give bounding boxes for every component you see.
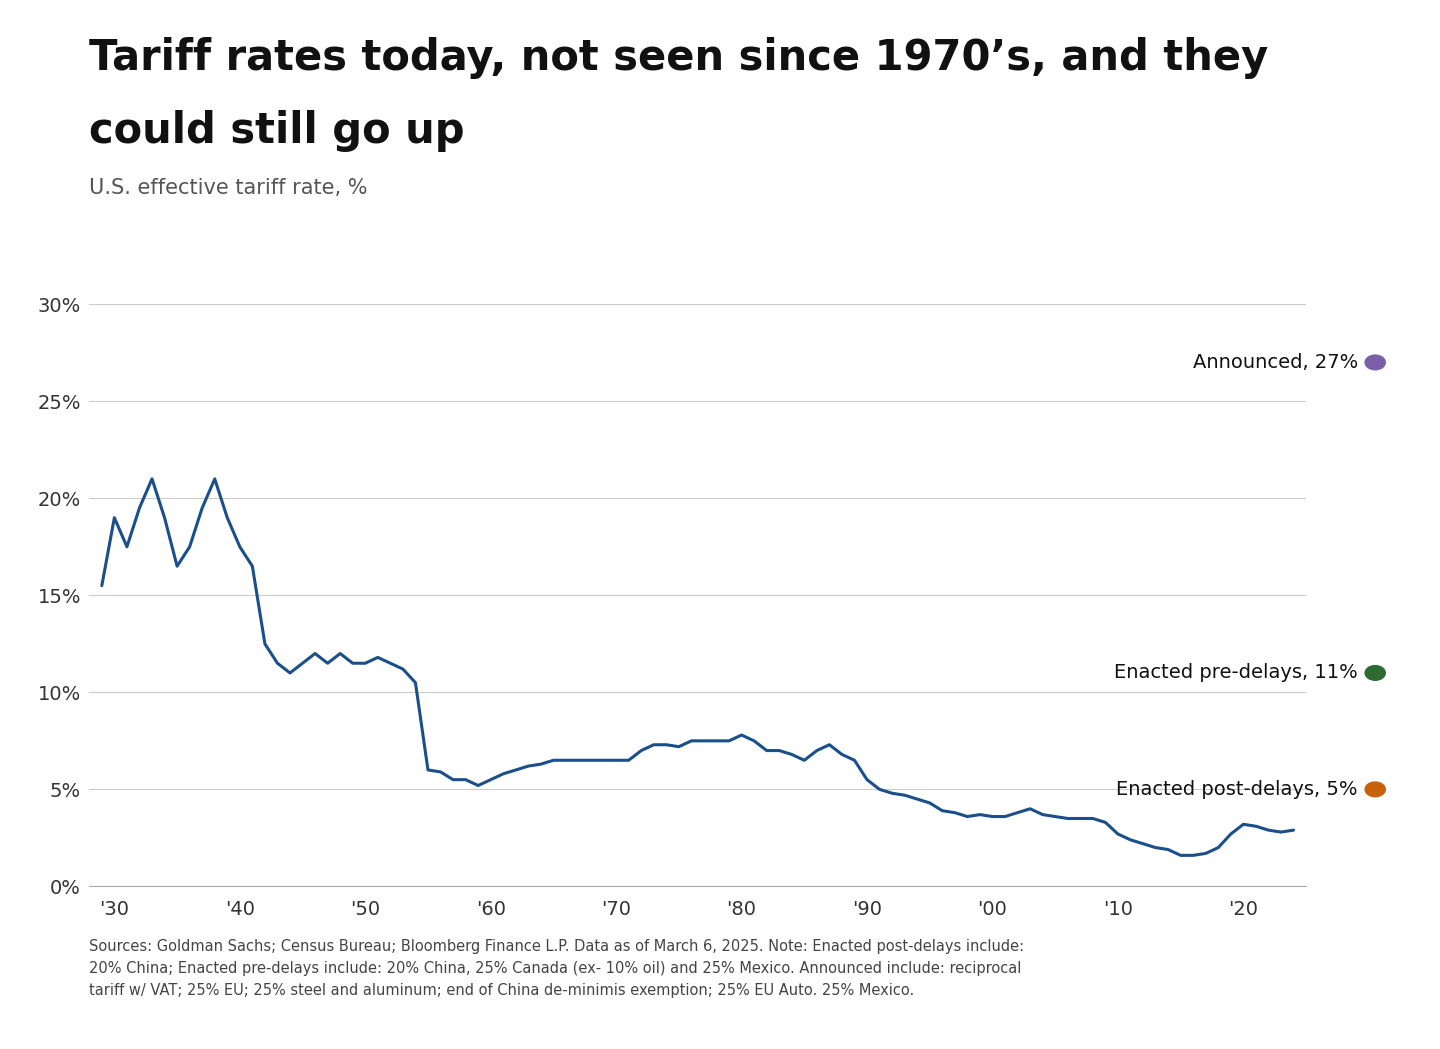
Text: Tariff rates today, not seen since 1970’s, and they: Tariff rates today, not seen since 1970’… — [89, 37, 1269, 79]
Text: U.S. effective tariff rate, %: U.S. effective tariff rate, % — [89, 178, 367, 198]
Text: could still go up: could still go up — [89, 110, 465, 152]
Text: Enacted pre-delays, 11%: Enacted pre-delays, 11% — [1115, 663, 1358, 683]
Text: Enacted post-delays, 5%: Enacted post-delays, 5% — [1116, 779, 1358, 799]
Text: Sources: Goldman Sachs; Census Bureau; Bloomberg Finance L.P. Data as of March 6: Sources: Goldman Sachs; Census Bureau; B… — [89, 939, 1024, 999]
Text: Announced, 27%: Announced, 27% — [1192, 352, 1358, 372]
